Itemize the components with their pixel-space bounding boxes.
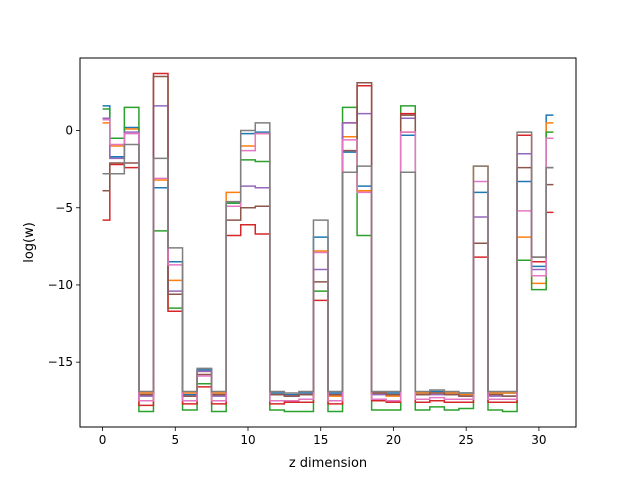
y-tick-label: 0 (65, 124, 73, 138)
x-tick-label: 5 (171, 433, 179, 447)
x-axis-label: z dimension (289, 456, 367, 471)
x-tick-label: 25 (459, 433, 474, 447)
plot-area-frame (79, 57, 577, 428)
x-tick-label: 30 (531, 433, 546, 447)
x-tick-label: 0 (99, 433, 107, 447)
y-tick-label: −10 (48, 278, 73, 292)
series-line-7 (102, 122, 554, 394)
x-tick-label: 20 (386, 433, 401, 447)
y-tick-label: −5 (55, 201, 73, 215)
x-tick-label: 15 (313, 433, 328, 447)
y-axis-label: log(w) (22, 222, 37, 263)
y-tick-label: −15 (48, 355, 73, 369)
x-tick-label: 10 (240, 433, 255, 447)
y-axis: 0 −5 −10 −15 (48, 124, 80, 369)
series-layer (102, 72, 554, 413)
x-axis: 0 5 10 15 20 25 30 (99, 427, 547, 447)
